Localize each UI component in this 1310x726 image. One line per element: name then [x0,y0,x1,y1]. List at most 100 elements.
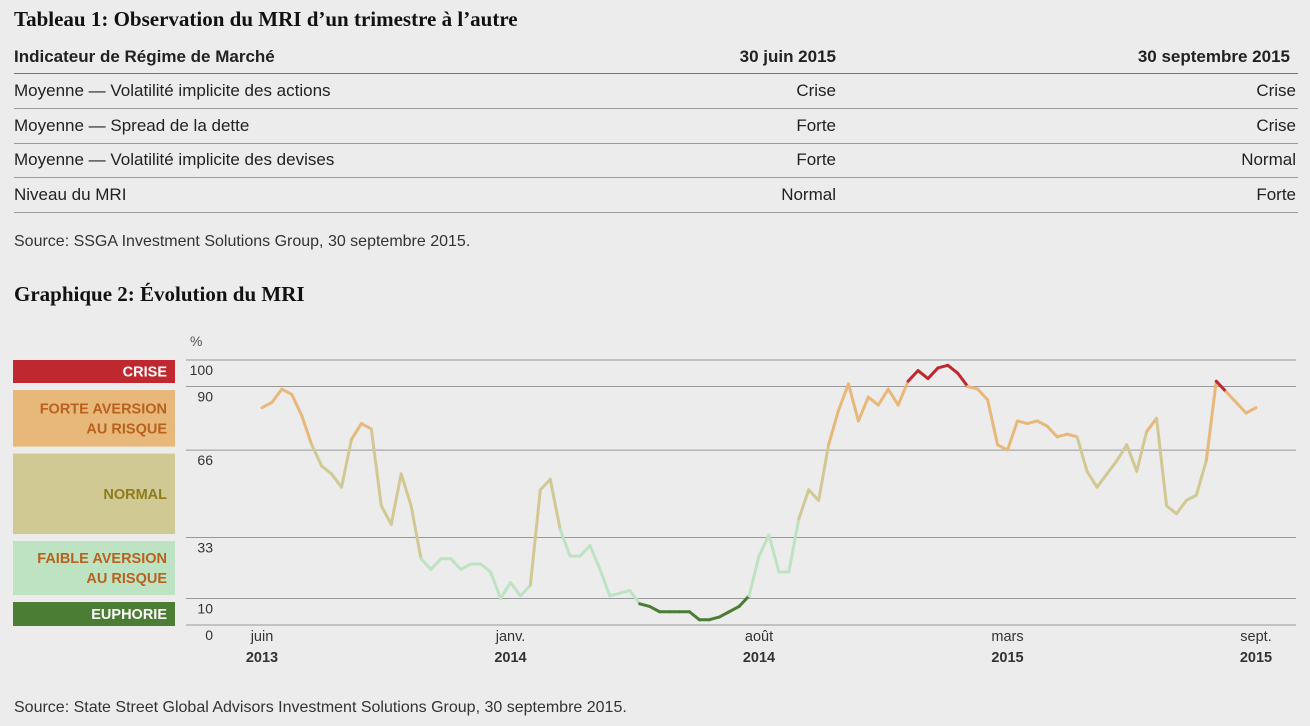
line-segment [986,398,1000,447]
line-segment [807,488,821,502]
line-segment [976,387,990,402]
line-segment [558,528,572,558]
line-segment [518,583,532,598]
table-header-cell: Indicateur de Régime de Marché [14,47,275,66]
line-segment [340,438,353,489]
line-segment [1184,493,1198,502]
line-segment [837,382,850,412]
table-cell: Moyenne — Volatilité implicite des devis… [14,150,335,169]
line-segment [399,472,413,508]
line-segment [916,369,930,381]
table-rule [14,73,1298,74]
line-segment [648,604,662,614]
x-tick-label: 2014 [494,650,526,666]
x-tick-label: janv. [495,629,526,645]
table-cell: Forte [796,115,836,135]
line-segment [1135,430,1149,473]
line-segment [280,387,294,396]
y-tick-label: 66 [197,452,213,468]
line-segment [996,443,1009,452]
regime-label: FORTE AVERSION [40,401,167,417]
line-segment [727,604,741,614]
line-segment [618,589,632,595]
y-tick-label: 10 [197,601,213,617]
regime-box [13,360,175,383]
line-segment [638,602,652,608]
line-segment [429,557,443,571]
line-segment [369,427,383,508]
line-segment [946,363,960,375]
line-segment [747,554,761,598]
table-cell: Normal [1241,150,1296,169]
line-segment [767,533,781,574]
table-rule [14,211,1298,213]
line-segment [290,392,304,418]
y-unit: % [190,333,202,349]
line-segment [1155,416,1169,508]
regime-box [13,390,175,447]
table-cell: Crise [1256,81,1296,100]
regime-label: AU RISQUE [86,571,167,587]
regime-label: CRISE [123,365,168,381]
table-rule [14,177,1298,178]
line-segment [926,366,940,381]
y-tick-label: 33 [197,540,213,556]
line-segment [856,395,870,423]
line-segment [886,387,900,407]
x-tick-label: mars [991,629,1023,645]
line-segment [866,395,880,407]
line-segment [538,477,552,492]
line-segment [548,477,562,532]
chart-source: Source: State Street Global Advisors Inv… [14,699,627,716]
y-tick-label: 90 [197,389,213,405]
regime-label: AU RISQUE [86,421,167,437]
table-rule [14,108,1298,109]
line-segment [270,387,284,404]
line-segment [797,488,811,521]
regime-box [13,453,175,535]
line-segment [1244,406,1258,415]
table-header-cell: 30 juin 2015 [739,47,836,66]
line-segment [787,517,801,574]
chart-title: Graphique 2: Évolution du MRI [14,282,305,306]
y-tick-label: 0 [205,627,213,643]
line-segment [687,610,701,622]
x-tick-label: 2015 [1240,650,1272,666]
line-segment [1065,432,1079,439]
regime-box [13,541,175,595]
line-segment [578,544,592,558]
line-segment [1006,419,1019,452]
line-segment [409,504,423,561]
line-segment [1115,443,1129,463]
line-segment [707,615,721,622]
line-segment [757,533,771,558]
line-segment [717,610,731,619]
table-cell: Moyenne — Spread de la dette [14,115,250,135]
line-segment [1145,416,1159,434]
line-segment [330,472,344,489]
x-tick-label: 2013 [246,650,278,666]
line-segment [1075,435,1089,473]
line-segment [1224,390,1238,404]
line-segment [1095,472,1109,489]
line-segment [876,387,890,407]
line-segment [300,414,314,447]
line-segment [737,594,751,608]
line-segment [817,443,831,502]
table-cell: Forte [1256,184,1296,204]
line-segment [1045,424,1059,439]
line-segment [896,379,910,407]
table-cell: Niveau du MRI [14,184,127,204]
x-tick-label: juin [250,629,274,645]
line-segment [1174,498,1188,516]
line-segment [320,464,334,476]
x-tick-label: 2015 [991,650,1023,666]
regime-label: NORMAL [103,487,167,503]
regime-label: FAIBLE AVERSION [37,551,167,567]
table-title: Tableau 1: Observation du MRI d’un trime… [14,7,518,31]
line-segment [489,570,503,600]
line-segment [846,382,860,423]
table-cell: Crise [1256,115,1296,135]
line-segment [628,589,642,606]
